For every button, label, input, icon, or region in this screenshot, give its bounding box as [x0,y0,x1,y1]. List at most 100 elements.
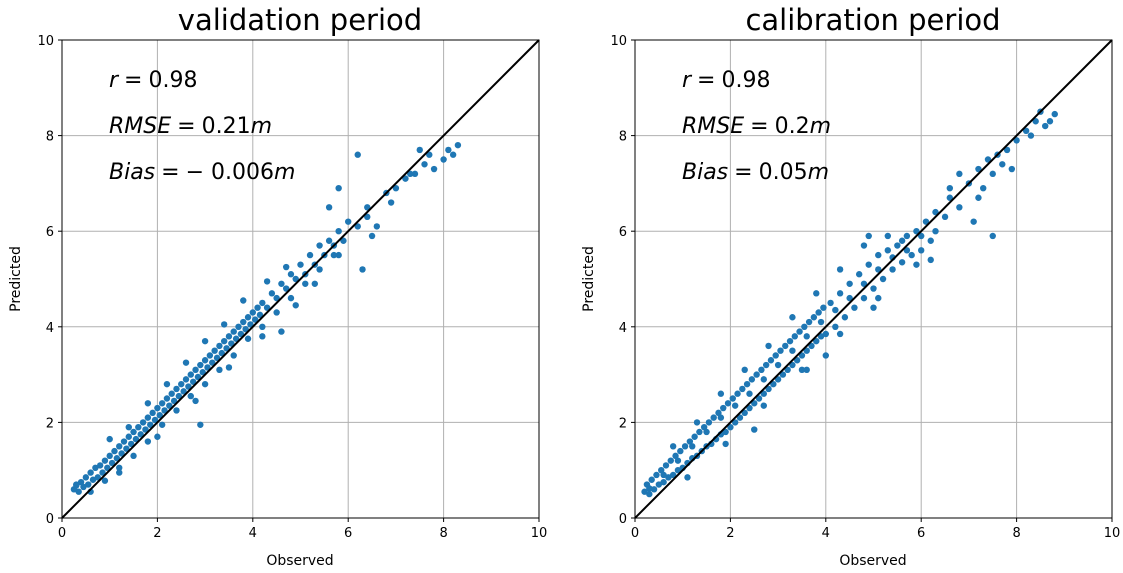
scatter-point [235,323,242,330]
scatter-point [158,421,166,428]
scatter-point [646,485,653,492]
scatter-point [903,232,911,240]
scatter-point [123,445,130,452]
scatter-point [855,271,863,278]
scatter-point [297,261,304,268]
scatter-point [158,400,166,407]
scatter-point [684,474,691,481]
x-tick-label: 8 [1012,526,1020,541]
scatter-point [192,366,199,374]
x-tick-label: 2 [153,526,161,541]
x-axis-label: Observed [839,553,906,569]
x-tick-label: 2 [726,526,734,541]
scatter-point [860,294,868,302]
scatter-point [669,471,677,479]
scatter-point [116,464,123,472]
scatter-point [197,361,204,369]
scatter-point [894,242,901,249]
scatter-point [846,280,853,287]
scatter-point [189,378,197,385]
scatter-point [660,478,667,486]
x-tick-labels: 0 2 4 6 8 10 [58,518,547,541]
one-to-one-line [634,39,1113,519]
scatter-point [77,478,85,486]
scatter-point [216,342,223,350]
scatter-point [178,380,185,388]
scatter-point [796,328,803,335]
scatter-point [746,390,753,397]
scatter-point [727,423,734,431]
scatter-point [700,423,708,431]
scatter-point [803,333,810,340]
y-axis-label: Predicted [8,246,24,312]
scatter-point [765,342,772,350]
scatter-point [669,443,677,450]
scatter-point [282,263,290,271]
scatter-point [89,476,97,483]
scatter-point [722,440,729,448]
scatter-point [989,232,996,240]
scatter-point [118,450,125,457]
scatter-point [161,407,168,414]
scatter-point [182,376,190,383]
scatter-point [130,428,137,436]
scatter-point [696,428,703,436]
scatter-point [786,337,794,345]
scatter-point [335,184,342,192]
stat-rmse: RMSE = 0.21m [109,114,272,139]
scatter-point [650,486,658,493]
scatter-point [223,345,230,352]
scatter-point [259,299,266,307]
y-tick-label: 8 [46,130,54,145]
scatter-point [646,490,653,498]
stat-r-value: 0.98 [148,68,197,93]
scatter-point [340,237,347,244]
scatter-point [865,232,872,240]
scatter-point [182,359,190,366]
y-tick-label: 6 [619,225,627,240]
scatter-point [204,364,211,371]
scatter-point [218,349,225,357]
scatter-point [259,323,266,330]
scatter-point [770,380,777,388]
scatter-point [175,392,183,400]
scatter-point [941,213,949,221]
x-tick-label: 6 [917,526,925,541]
y-tick-label: 4 [619,321,627,336]
scatter-point [832,323,839,330]
scatter-point [130,452,137,460]
scatter-point [913,261,920,268]
x-tick-label: 10 [1104,526,1121,541]
scatter-point [784,366,791,374]
scatter-point [256,311,264,319]
scatter-point [168,390,175,397]
scatter-point [1046,118,1054,125]
scatter-point [201,337,209,345]
stat-rmse-var: RMSE [682,114,744,139]
scatter-point [96,462,104,469]
scatter-point [984,156,992,163]
scatter-point [674,467,682,474]
y-tick-label: 10 [610,34,627,49]
scatter-point [142,426,149,433]
scatter-point [722,428,729,436]
stat-r-value: 0.98 [721,68,770,93]
scatter-point [132,435,140,443]
scatter-point [411,170,419,178]
scatter-point [106,452,113,460]
scatter-point [720,404,727,412]
scatter-point [306,251,314,259]
scatter-point [220,337,228,345]
scatter-point [662,462,670,469]
scatter-point [154,404,161,412]
x-tick-label: 8 [439,526,447,541]
x-tick-label: 0 [58,526,66,541]
scatter-point [1008,165,1016,173]
scatter-point [870,285,877,292]
scatter-point [658,467,665,474]
scatter-point [108,459,116,467]
scatter-point [817,333,825,340]
scatter-point [273,309,280,316]
scatter-point [364,204,371,211]
y-tick-labels: 0 2 4 6 8 10 [37,34,62,527]
